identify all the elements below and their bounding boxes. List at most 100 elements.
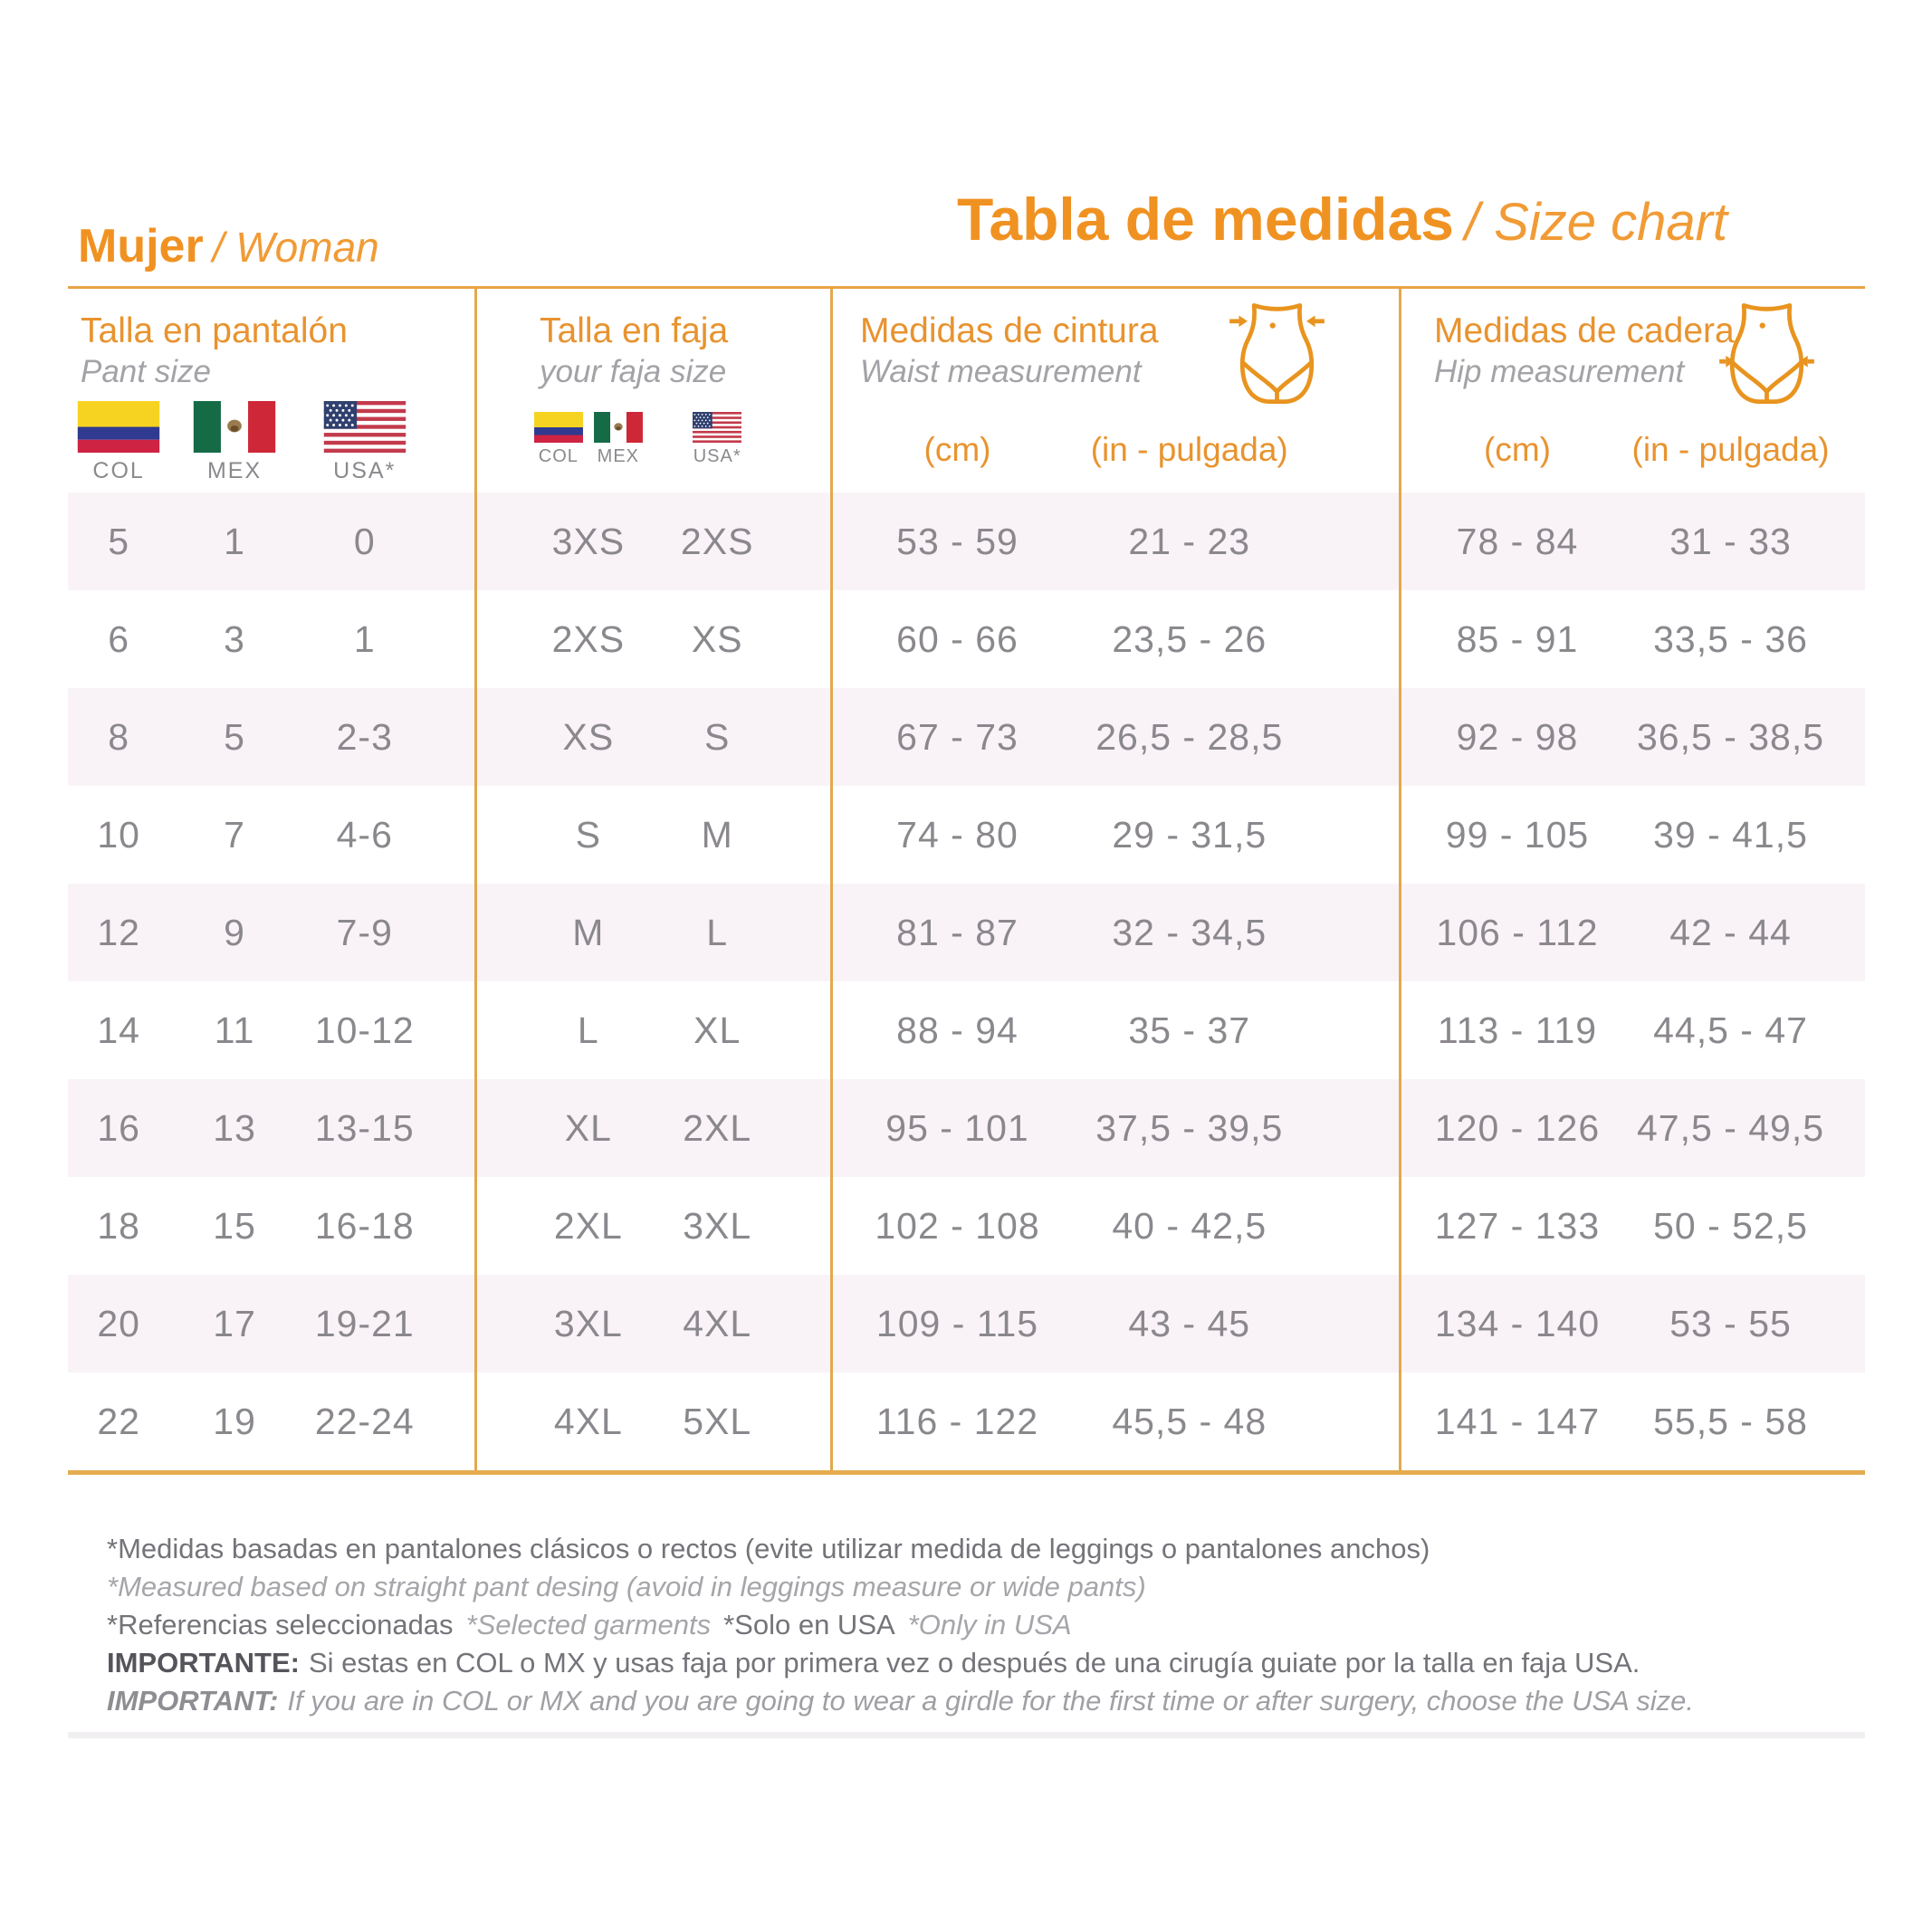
- faja-size-usa-value: M: [701, 813, 733, 856]
- row-waist-group: 60 - 66 23,5 - 26: [830, 590, 1399, 688]
- waist-cm-value: 81 - 87: [896, 911, 1019, 953]
- row-hip-group: 127 - 133 50 - 52,5: [1399, 1177, 1865, 1275]
- footnote-important-es: IMPORTANTE: Si estas en COL o MX y usas f…: [107, 1644, 1872, 1682]
- mexico-flag-icon: [193, 401, 276, 453]
- row-hip-group: 106 - 112 42 - 44: [1399, 884, 1865, 981]
- waist-title-en: Waist measurement: [860, 354, 1142, 389]
- row-waist-group: 109 - 115 43 - 45: [830, 1275, 1399, 1372]
- pant-size-mex-value: 5: [224, 715, 245, 758]
- row-pant-group: 8 5 2-3: [68, 688, 474, 786]
- colombia-flag-icon: [534, 412, 583, 443]
- waist-in-value: 43 - 45: [1128, 1302, 1251, 1344]
- row-hip-group: 120 - 126 47,5 - 49,5: [1399, 1079, 1865, 1177]
- usa-flag-stack: USA*: [693, 412, 741, 467]
- waist-cm-value: 74 - 80: [896, 813, 1019, 856]
- pant-size-col-value: 12: [97, 911, 140, 953]
- hip-title-es: Medidas de cadera: [1434, 311, 1735, 350]
- table-row: 6 3 1 2XS XS 60 - 66 23,5 - 26 85 - 91 3…: [68, 590, 1865, 688]
- faja-size-colmex-value: 2XS: [551, 617, 626, 660]
- waist-cm-value: 53 - 59: [896, 520, 1019, 562]
- waist-units-row: (cm) (in - pulgada): [833, 431, 1399, 469]
- header-faja-size: Talla en faja your faja size COL MEX: [474, 289, 830, 493]
- pant-size-usa-value: 19-21: [314, 1302, 415, 1344]
- faja-size-colmex-value: 3XS: [551, 520, 626, 562]
- colombia-flag-stack: COL: [534, 412, 583, 467]
- hip-in-value: 31 - 33: [1669, 520, 1792, 562]
- faja-size-title-es: Talla en faja: [540, 311, 729, 350]
- pant-size-mex-value: 7: [224, 813, 245, 856]
- footnote-usa-only-es: *Solo en USA: [723, 1609, 895, 1640]
- pant-size-usa-value: 13-15: [314, 1106, 415, 1149]
- pant-flags-row: COL MEX USA*: [68, 401, 474, 484]
- hip-cm-value: 78 - 84: [1456, 520, 1579, 562]
- waist-cm-value: 116 - 122: [875, 1400, 1039, 1442]
- faja-size-colmex-value: 4XL: [553, 1400, 623, 1442]
- faja-size-colmex-value: L: [577, 1009, 599, 1051]
- important-text-es: Si estas en COL o MX y usas faja por pri…: [308, 1647, 1640, 1679]
- faja-size-usa-value: 5XL: [683, 1400, 752, 1442]
- row-hip-group: 141 - 147 55,5 - 58: [1399, 1372, 1865, 1470]
- pant-size-title-es: Talla en pantalón: [81, 311, 348, 350]
- table-row: 5 1 0 3XS 2XS 53 - 59 21 - 23 78 - 84 31…: [68, 493, 1865, 590]
- row-faja-group: 2XL 3XL: [474, 1177, 830, 1275]
- hip-cm-value: 113 - 119: [1437, 1009, 1598, 1051]
- waist-in-value: 40 - 42,5: [1112, 1204, 1267, 1247]
- hip-in-label: (in - pulgada): [1631, 431, 1830, 468]
- bottom-divider: [68, 1732, 1865, 1738]
- important-label-en: IMPORTANT:: [107, 1685, 279, 1717]
- faja-colmex-flags: COL MEX: [534, 412, 643, 467]
- mexico-flag-label: MEX: [597, 446, 639, 466]
- hip-measure-icon: [1719, 300, 1814, 407]
- row-pant-group: 14 11 10-12: [68, 981, 474, 1079]
- colombia-flag-label: COL: [92, 458, 145, 483]
- hip-cm-value: 92 - 98: [1456, 715, 1579, 758]
- hip-cm-value: 99 - 105: [1445, 813, 1590, 856]
- row-waist-group: 74 - 80 29 - 31,5: [830, 786, 1399, 884]
- waist-cm-label: (cm): [923, 431, 991, 468]
- hip-cm-value: 106 - 112: [1436, 911, 1599, 953]
- row-faja-group: 3XL 4XL: [474, 1275, 830, 1372]
- waist-in-value: 26,5 - 28,5: [1095, 715, 1284, 758]
- faja-size-usa-value: XL: [693, 1009, 741, 1051]
- hip-in-value: 44,5 - 47: [1653, 1009, 1808, 1051]
- table-row: 12 9 7-9 M L 81 - 87 32 - 34,5 106 - 112…: [68, 884, 1865, 981]
- hip-cm-value: 120 - 126: [1434, 1106, 1601, 1149]
- row-hip-group: 78 - 84 31 - 33: [1399, 493, 1865, 590]
- footnotes: *Medidas basadas en pantalones clásicos …: [107, 1530, 1872, 1720]
- waist-in-label: (in - pulgada): [1090, 431, 1288, 468]
- usa-flag-label: USA*: [693, 446, 741, 466]
- footnote-references: *Referencias seleccionadas *Selected garm…: [107, 1606, 1872, 1644]
- table-row: 14 11 10-12 L XL 88 - 94 35 - 37 113 - 1…: [68, 981, 1865, 1079]
- faja-size-colmex-value: XS: [562, 715, 615, 758]
- table-row: 8 5 2-3 XS S 67 - 73 26,5 - 28,5 92 - 98…: [68, 688, 1865, 786]
- hip-in-value: 39 - 41,5: [1653, 813, 1808, 856]
- pant-size-usa-value: 2-3: [336, 715, 393, 758]
- faja-size-usa-value: XS: [691, 617, 743, 660]
- row-faja-group: L XL: [474, 981, 830, 1079]
- gender-title-es: Mujer: [78, 220, 204, 273]
- row-pant-group: 20 17 19-21: [68, 1275, 474, 1372]
- row-faja-group: XL 2XL: [474, 1079, 830, 1177]
- waist-in-value: 35 - 37: [1128, 1009, 1251, 1051]
- pant-size-title-en: Pant size: [81, 354, 211, 389]
- pant-size-mex-value: 17: [213, 1302, 256, 1344]
- waist-measure-icon: [1229, 300, 1325, 407]
- pant-size-mex-value: 19: [213, 1400, 256, 1442]
- row-pant-group: 12 9 7-9: [68, 884, 474, 981]
- usa-flag-icon: [323, 401, 406, 453]
- table-row: 18 15 16-18 2XL 3XL 102 - 108 40 - 42,5 …: [68, 1177, 1865, 1275]
- row-faja-group: XS S: [474, 688, 830, 786]
- row-faja-group: 3XS 2XS: [474, 493, 830, 590]
- pant-size-usa-value: 7-9: [336, 911, 393, 953]
- footnote-important-en: IMPORTANT: If you are in COL or MX and yo…: [107, 1682, 1872, 1720]
- pant-size-mex-value: 1: [224, 520, 245, 562]
- hip-cm-value: 85 - 91: [1456, 617, 1579, 660]
- pant-size-col-value: 16: [97, 1106, 140, 1149]
- table-body: 5 1 0 3XS 2XS 53 - 59 21 - 23 78 - 84 31…: [68, 493, 1865, 1470]
- row-waist-group: 53 - 59 21 - 23: [830, 493, 1399, 590]
- size-table: Talla en pantalón Pant size COL MEX USA*: [68, 286, 1865, 1475]
- waist-cm-value: 109 - 115: [875, 1302, 1039, 1344]
- hip-cm-value: 141 - 147: [1434, 1400, 1601, 1442]
- row-hip-group: 92 - 98 36,5 - 38,5: [1399, 688, 1865, 786]
